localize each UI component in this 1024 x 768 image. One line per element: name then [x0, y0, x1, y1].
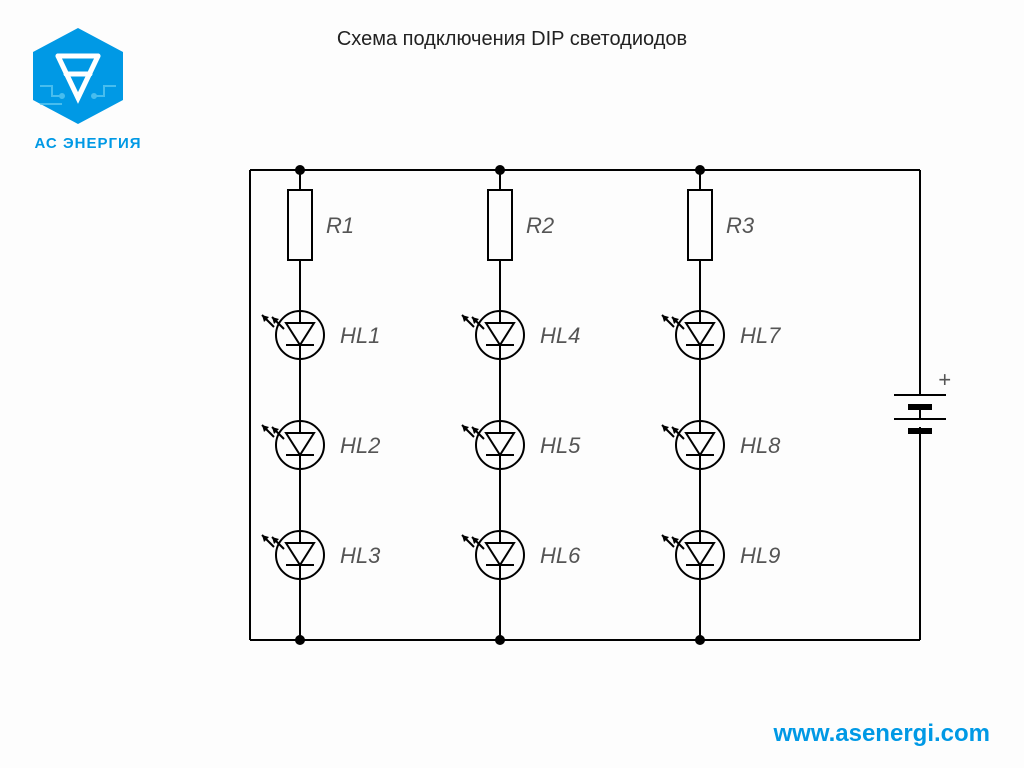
svg-text:HL4: HL4	[540, 323, 580, 348]
svg-text:R2: R2	[526, 213, 554, 238]
svg-text:HL9: HL9	[740, 543, 780, 568]
svg-text:HL7: HL7	[740, 323, 781, 348]
svg-text:HL5: HL5	[540, 433, 581, 458]
logo-text-bottom: ЭНЕРГИЯ	[63, 135, 142, 152]
logo-text-top: АС	[34, 135, 57, 152]
svg-text:HL3: HL3	[340, 543, 381, 568]
svg-text:HL2: HL2	[340, 433, 380, 458]
page-title: Схема подключения DIP светодиодов	[0, 28, 1024, 51]
svg-text:HL1: HL1	[340, 323, 380, 348]
svg-text:+: +	[938, 367, 951, 392]
footer-link[interactable]: www.asenergi.com	[773, 720, 990, 748]
svg-text:HL8: HL8	[740, 433, 781, 458]
svg-text:R1: R1	[326, 213, 354, 238]
logo-text: АС ЭНЕРГИЯ	[28, 135, 148, 152]
svg-text:HL6: HL6	[540, 543, 581, 568]
svg-text:R3: R3	[726, 213, 755, 238]
led-circuit-diagram: + R1 HL1 HL2 HL3 R2 HL4 HL5 HL6 R3 HL7 HL8 HL9	[220, 150, 960, 670]
